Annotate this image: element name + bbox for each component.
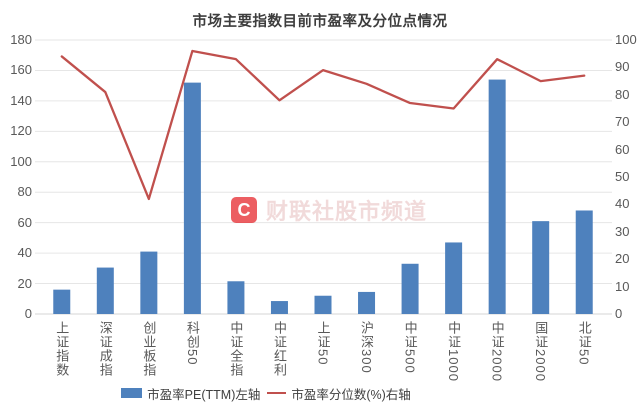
x-axis-label: 上证50 xyxy=(315,321,331,366)
right-axis-tick-label: 40 xyxy=(615,196,630,212)
right-axis-tick-label: 50 xyxy=(615,169,630,184)
left-axis-tick-label: 20 xyxy=(17,275,32,291)
x-axis-label: 北证50 xyxy=(576,321,592,366)
watermark-text: 财联社股市频道 xyxy=(266,199,428,224)
right-axis-tick-label: 100 xyxy=(615,32,637,47)
right-axis-tick-label: 0 xyxy=(615,306,623,321)
pe-bar xyxy=(183,82,201,314)
x-axis-label: 中证1000 xyxy=(446,321,462,382)
left-axis-tick-label: 180 xyxy=(10,32,32,47)
pe-bar xyxy=(401,263,419,314)
pe-bar xyxy=(445,242,463,314)
pe-bar xyxy=(96,267,114,314)
legend-label-pe: 市盈率PE(TTM)左轴 xyxy=(147,387,261,402)
legend-label-percentile: 市盈率分位数(%)右轴 xyxy=(291,387,411,402)
left-axis-tick-label: 160 xyxy=(10,62,32,78)
left-axis-tick-label: 40 xyxy=(17,245,32,261)
x-axis-label: 创业板指 xyxy=(141,321,157,377)
pe-bar xyxy=(314,295,332,314)
pe-bar xyxy=(53,289,71,314)
right-axis-tick-label: 20 xyxy=(615,251,630,267)
chart-title: 市场主要指数目前市盈率及分位点情况 xyxy=(192,14,448,30)
pe-bar xyxy=(575,210,593,314)
pe-bar xyxy=(488,79,506,314)
left-axis-tick-label: 100 xyxy=(10,153,32,169)
x-axis-label: 深证成指 xyxy=(97,321,113,377)
cls-logo-icon: C xyxy=(231,197,257,223)
percentile-line xyxy=(60,49,586,201)
left-axis-tick-label: 60 xyxy=(17,214,32,230)
left-axis-tick-label: 0 xyxy=(24,306,32,321)
legend-item-pe: 市盈率PE(TTM)左轴 xyxy=(121,384,260,403)
left-axis-tick-label: 120 xyxy=(10,123,32,139)
x-axis-label: 中证红利 xyxy=(271,321,287,377)
pe-bar xyxy=(227,281,245,314)
right-axis-tick-label: 70 xyxy=(615,114,630,130)
pe-bar xyxy=(358,291,376,314)
x-axis-label: 上证指数 xyxy=(54,321,70,377)
right-axis-tick-label: 10 xyxy=(615,278,630,294)
right-axis-tick-label: 90 xyxy=(615,59,630,75)
left-axis-tick-label: 80 xyxy=(17,184,32,200)
pe-bar xyxy=(532,221,550,314)
x-axis-label: 沪深300 xyxy=(359,321,375,374)
legend-item-percentile: 市盈率分位数(%)右轴 xyxy=(267,384,411,403)
legend-bar-swatch-icon xyxy=(121,388,143,398)
x-axis-label: 中证500 xyxy=(402,321,418,374)
legend-line-swatch-icon xyxy=(267,391,287,395)
x-axis-label: 国证2000 xyxy=(533,321,549,382)
pe-bar xyxy=(270,301,288,314)
legend: 市盈率PE(TTM)左轴 市盈率分位数(%)右轴 xyxy=(0,384,532,402)
right-axis-tick-label: 80 xyxy=(615,86,630,102)
x-axis-label: 科创50 xyxy=(184,321,200,366)
pe-bar xyxy=(140,251,158,314)
right-axis-tick-label: 30 xyxy=(615,223,630,239)
right-axis-tick-label: 60 xyxy=(615,141,630,157)
left-axis-tick-label: 140 xyxy=(10,92,32,108)
x-axis-label: 中证全指 xyxy=(228,321,244,377)
x-axis-label: 中证2000 xyxy=(489,321,505,382)
watermark: C 财联社股市频道 xyxy=(231,194,427,226)
